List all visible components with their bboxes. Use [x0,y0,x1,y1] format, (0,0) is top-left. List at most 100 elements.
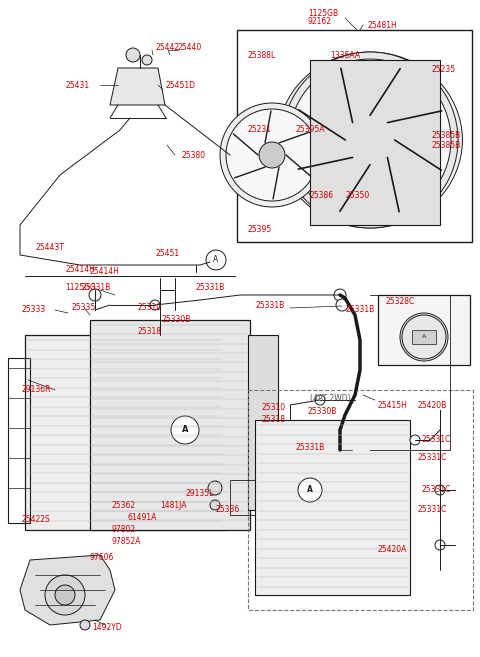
Text: A: A [422,334,426,340]
Text: 25330B: 25330B [162,315,192,325]
Bar [237,30,472,242]
Text: 25440: 25440 [178,43,202,51]
Text: 25431: 25431 [65,81,89,89]
Circle shape [55,585,75,605]
Text: 25331C: 25331C [422,486,451,495]
Text: 25235: 25235 [432,66,456,74]
Text: 92162: 92162 [308,18,332,26]
Bar [230,480,285,515]
Text: 25385B: 25385B [432,131,461,139]
Text: 25420B: 25420B [418,401,447,409]
Polygon shape [110,68,165,105]
Circle shape [289,59,451,221]
Circle shape [435,540,445,550]
Circle shape [206,250,226,270]
Ellipse shape [277,52,462,228]
Text: 1125GB: 1125GB [308,9,338,18]
Text: 25380: 25380 [182,150,206,160]
Text: 1335AA: 1335AA [330,51,360,60]
Text: 25422S: 25422S [22,516,51,524]
Text: 25481H: 25481H [368,20,398,30]
Circle shape [259,142,285,168]
Circle shape [315,395,325,405]
Circle shape [334,289,346,301]
Circle shape [410,435,420,445]
Bar [248,335,278,510]
Bar [348,128,392,152]
Circle shape [89,289,101,301]
Bar [378,295,470,365]
Bar [248,390,473,610]
Text: 25331C: 25331C [418,453,447,463]
Circle shape [298,478,322,502]
Text: 25333: 25333 [22,306,46,315]
Text: 97852A: 97852A [112,537,142,547]
Text: 25395: 25395 [247,225,271,235]
Text: 25386: 25386 [310,191,334,200]
Circle shape [435,485,445,495]
Text: 25362: 25362 [112,501,136,510]
Text: 25388L: 25388L [247,51,275,60]
Circle shape [348,118,392,162]
Text: 25318: 25318 [138,327,162,336]
Polygon shape [20,555,115,625]
Circle shape [400,313,448,361]
Text: 25331C: 25331C [418,505,447,514]
Text: 25336: 25336 [215,505,239,514]
Circle shape [336,299,348,311]
Text: 25331B: 25331B [295,443,324,453]
Text: A: A [307,486,313,495]
Text: 25328C: 25328C [385,298,414,307]
Text: 61491A: 61491A [128,514,157,522]
Text: 25331B: 25331B [195,283,224,292]
Text: 25331C: 25331C [422,436,451,445]
Circle shape [208,481,222,495]
Text: 25451: 25451 [155,250,179,258]
Circle shape [80,620,90,630]
Text: 29135L: 29135L [185,489,214,499]
Text: 25442: 25442 [155,43,179,51]
Text: 25331B: 25331B [82,283,111,292]
Text: A: A [214,256,218,265]
Text: 25310: 25310 [262,403,286,413]
Text: 25331B: 25331B [345,306,374,315]
Circle shape [220,103,324,207]
Circle shape [45,575,85,615]
Bar [412,330,436,344]
Text: 25443T: 25443T [35,244,64,252]
Text: 25451D: 25451D [165,81,195,89]
Bar [255,420,410,595]
Text: 1492YD: 1492YD [92,622,122,631]
Circle shape [150,300,160,310]
Text: 25335: 25335 [72,304,96,313]
Text: 25310: 25310 [138,304,162,313]
Text: 25414H: 25414H [90,267,120,277]
Text: 25331B: 25331B [255,300,284,309]
Text: 97802: 97802 [112,526,136,535]
Bar [310,60,440,225]
Text: 25414H: 25414H [65,265,95,275]
Text: A: A [182,426,188,434]
Circle shape [282,52,458,228]
Text: 25231: 25231 [247,125,271,135]
Text: 29136R: 29136R [22,386,51,394]
Circle shape [210,500,220,510]
Text: 25420A: 25420A [378,545,408,555]
Bar [8,358,30,523]
Text: 25330B: 25330B [308,407,337,417]
Text: 97606: 97606 [90,553,114,562]
Text: 25350: 25350 [345,191,369,200]
Text: 1481JA: 1481JA [160,501,187,510]
Circle shape [171,416,199,444]
Circle shape [126,48,140,62]
Text: 25415H: 25415H [378,401,408,409]
Bar [25,335,225,530]
Text: 25318: 25318 [262,415,286,424]
Text: 25395A: 25395A [295,125,324,135]
Text: 1125GG: 1125GG [65,283,96,292]
Text: 25385B: 25385B [432,141,461,150]
Text: (4AT 2WD): (4AT 2WD) [310,394,350,403]
Bar [90,320,250,530]
Circle shape [336,434,348,446]
Circle shape [142,55,152,65]
